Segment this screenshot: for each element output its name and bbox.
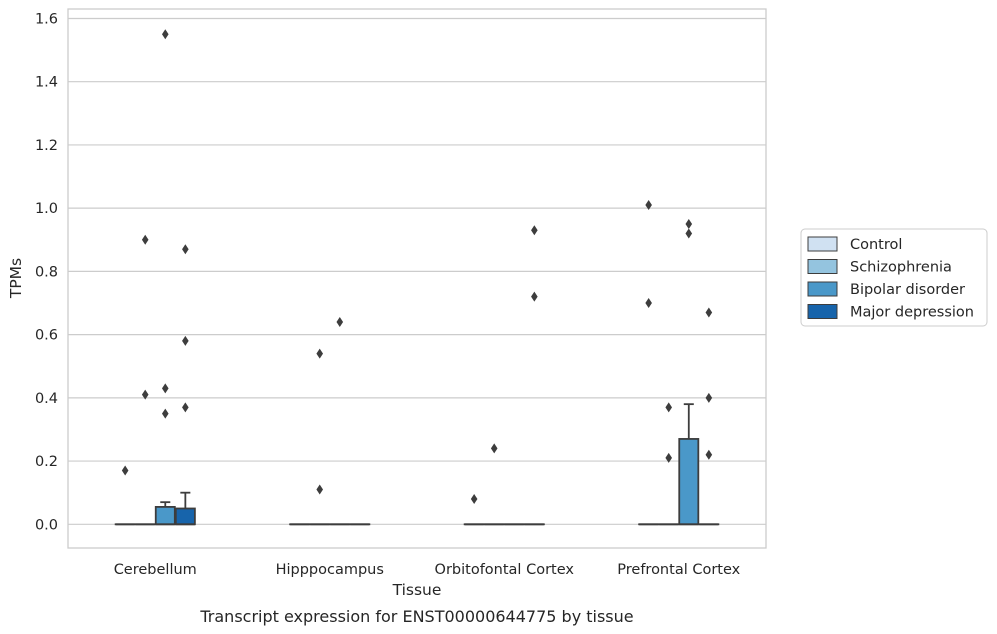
outlier-point <box>685 218 693 229</box>
outlier-point <box>316 348 324 359</box>
y-tick-label: 0.6 <box>35 328 58 344</box>
box-bipolar-disorder <box>329 316 351 526</box>
y-axis-label: TPMs <box>7 258 25 299</box>
x-tick-label: Orbitofontal Cortex <box>435 562 575 578</box>
y-tick-label: 1.0 <box>35 201 58 217</box>
legend-label: Control <box>850 237 902 253</box>
box-body <box>174 507 196 526</box>
outlier-point <box>121 465 129 476</box>
legend-label: Major depression <box>850 305 974 321</box>
legend-swatch <box>807 304 838 319</box>
legend-label: Bipolar disorder <box>850 282 965 298</box>
legend: Control Schizophrenia Bipolar disorder Majo… <box>800 228 988 327</box>
outlier-point <box>470 494 478 504</box>
outlier-point <box>336 316 344 327</box>
outlier-point <box>141 389 149 400</box>
outlier-point <box>141 234 149 245</box>
legend-swatch <box>807 281 838 297</box>
box-schizophrenia <box>134 234 156 526</box>
box-schizophrenia <box>658 402 680 526</box>
outlier-point <box>490 443 498 454</box>
box-group <box>114 29 720 526</box>
outlier-point <box>531 225 538 236</box>
legend-swatch <box>807 236 838 252</box>
outlier-point <box>705 307 713 318</box>
box-major-depression <box>698 307 720 526</box>
outlier-point <box>182 402 189 413</box>
chart-caption: Transcript expression for ENST0000064477… <box>199 607 633 626</box>
outlier-point <box>161 408 169 419</box>
box-body <box>678 438 700 526</box>
box-schizophrenia <box>483 443 505 526</box>
box-control <box>463 494 485 526</box>
box-schizophrenia <box>309 348 331 526</box>
x-tick-label: Prefrontal Cortex <box>617 562 740 578</box>
box-bipolar-disorder <box>154 29 176 526</box>
plot-area-frame <box>67 8 767 549</box>
outlier-point <box>705 449 713 460</box>
outlier-point <box>161 383 169 394</box>
box-control <box>114 465 136 526</box>
legend-swatch <box>807 259 838 274</box>
grid-lines <box>68 17 766 525</box>
outlier-point <box>705 392 713 403</box>
x-axis-label: Tissue <box>392 581 442 599</box>
x-tick-label: Hipppocampus <box>276 562 384 578</box>
y-tick-label: 1.2 <box>35 138 58 154</box>
legend-frame <box>800 228 988 327</box>
box-major-depression <box>174 244 196 526</box>
outlier-point <box>645 298 652 308</box>
x-tick-labels: Cerebellum Hipppocampus Orbitofontal Corte… <box>114 562 741 578</box>
y-tick-label: 0.4 <box>35 391 58 407</box>
outlier-point <box>531 291 538 302</box>
box-bipolar-disorder <box>678 218 700 526</box>
outlier-point <box>665 402 673 413</box>
outlier-point <box>182 244 189 255</box>
y-tick-label: 0.2 <box>35 454 58 470</box>
outlier-point <box>645 200 652 210</box>
legend-label: Schizophrenia <box>850 260 952 276</box>
outlier-point <box>685 228 693 239</box>
outlier-point <box>316 484 324 495</box>
y-tick-labels: 0.0 0.2 0.4 0.6 0.8 1.0 1.2 1.4 1.6 <box>35 11 58 533</box>
y-tick-label: 1.4 <box>35 75 58 91</box>
box-body <box>154 506 176 526</box>
box-major-depression <box>523 225 545 526</box>
x-tick-label: Cerebellum <box>114 562 197 578</box>
box-control <box>638 200 660 526</box>
outlier-point <box>161 29 169 40</box>
outlier-point <box>665 452 673 463</box>
outlier-point <box>182 335 189 346</box>
y-tick-label: 1.6 <box>35 11 58 27</box>
y-tick-label: 0.0 <box>35 517 58 533</box>
y-tick-label: 0.8 <box>35 264 58 280</box>
